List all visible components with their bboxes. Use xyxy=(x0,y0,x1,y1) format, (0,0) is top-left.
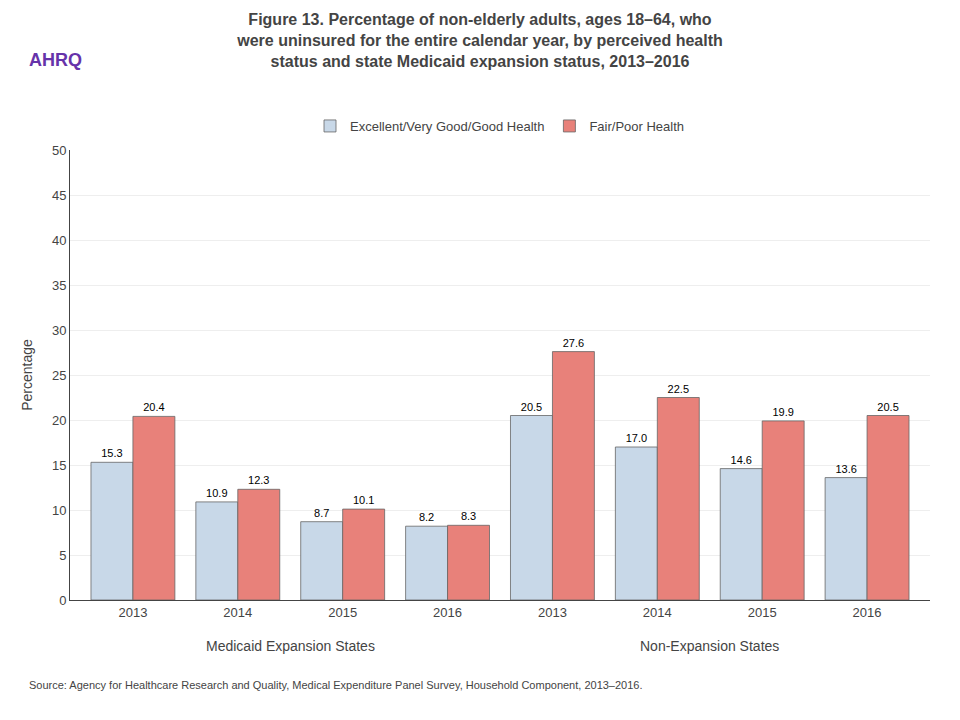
svg-text:20.5: 20.5 xyxy=(521,401,542,413)
svg-text:14.6: 14.6 xyxy=(731,454,752,466)
svg-text:Source: Agency for Healthcare: Source: Agency for Healthcare Research a… xyxy=(29,679,643,691)
svg-text:20.5: 20.5 xyxy=(877,401,898,413)
svg-text:2014: 2014 xyxy=(223,605,252,620)
svg-text:10.9: 10.9 xyxy=(206,487,227,499)
svg-text:27.6: 27.6 xyxy=(563,337,584,349)
svg-text:17.0: 17.0 xyxy=(626,432,647,444)
svg-text:2016: 2016 xyxy=(853,605,882,620)
svg-text:2014: 2014 xyxy=(643,605,672,620)
svg-text:2015: 2015 xyxy=(748,605,777,620)
svg-text:15: 15 xyxy=(52,458,66,473)
svg-text:12.3: 12.3 xyxy=(248,474,269,486)
svg-text:30: 30 xyxy=(52,323,66,338)
svg-text:10: 10 xyxy=(52,503,66,518)
svg-text:13.6: 13.6 xyxy=(835,463,856,475)
svg-text:0: 0 xyxy=(59,593,66,608)
svg-text:22.5: 22.5 xyxy=(668,383,689,395)
svg-text:2015: 2015 xyxy=(328,605,357,620)
svg-text:25: 25 xyxy=(52,368,66,383)
svg-text:20: 20 xyxy=(52,413,66,428)
svg-text:40: 40 xyxy=(52,233,66,248)
svg-text:5: 5 xyxy=(59,548,66,563)
svg-text:50: 50 xyxy=(52,143,66,158)
svg-text:8.2: 8.2 xyxy=(419,511,434,523)
svg-text:45: 45 xyxy=(52,188,66,203)
svg-text:35: 35 xyxy=(52,278,66,293)
svg-text:AHRQ: AHRQ xyxy=(29,50,82,70)
svg-text:Non-Expansion States: Non-Expansion States xyxy=(640,638,779,654)
svg-text:2013: 2013 xyxy=(118,605,147,620)
svg-text:8.7: 8.7 xyxy=(314,507,329,519)
svg-text:2013: 2013 xyxy=(538,605,567,620)
svg-text:Figure 13. Percentage of non-e: Figure 13. Percentage of non-elderly adu… xyxy=(236,11,723,70)
svg-text:20.4: 20.4 xyxy=(143,401,164,413)
svg-text:Medicaid Expansion States: Medicaid Expansion States xyxy=(206,638,375,654)
svg-text:15.3: 15.3 xyxy=(101,447,122,459)
svg-text:Fair/Poor Health: Fair/Poor Health xyxy=(589,119,684,134)
svg-text:Excellent/Very Good/Good Healt: Excellent/Very Good/Good Health xyxy=(350,119,544,134)
svg-text:2016: 2016 xyxy=(433,605,462,620)
svg-text:Percentage: Percentage xyxy=(19,339,35,411)
svg-text:19.9: 19.9 xyxy=(772,406,793,418)
svg-text:8.3: 8.3 xyxy=(461,510,476,522)
svg-text:10.1: 10.1 xyxy=(353,494,374,506)
